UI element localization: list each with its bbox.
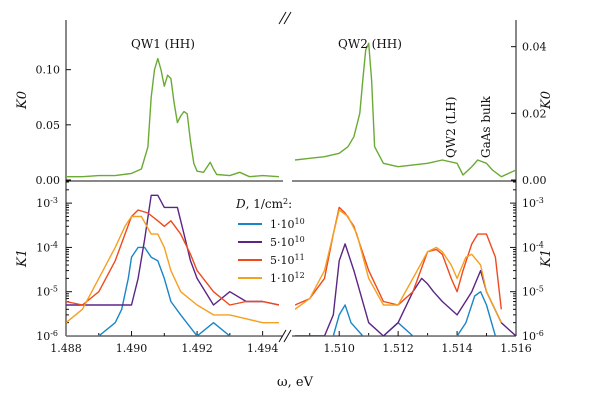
k0-right-tick-label-0: 0.00 <box>522 174 547 187</box>
x-tick-label-right-1: 1.512 <box>382 342 414 355</box>
k1-series-0-left <box>66 246 279 336</box>
break-mark-top-1 <box>278 11 287 25</box>
k1-right-tick-label-3: 10-3 <box>522 196 544 211</box>
k0-left-tick-label-2: 0.10 <box>36 64 61 77</box>
k0-curve-left <box>66 57 279 178</box>
tick-marks <box>65 46 517 337</box>
axes-frame <box>65 11 517 343</box>
break-mark-bottom-2 <box>283 329 292 343</box>
top-right-ylabel: K0 <box>539 91 554 110</box>
x-tick-label-right-2: 1.514 <box>441 342 473 355</box>
x-tick-label-left-1: 1.490 <box>116 342 148 355</box>
k1-right-tick-label-0: 10-6 <box>522 329 544 344</box>
k1-series-0-right <box>295 291 502 336</box>
bottom-right-ylabel: K1 <box>539 249 554 268</box>
x-axis-label: ω, eV <box>277 375 314 390</box>
annotation-qw2-lh: QW2 (LH) <box>444 97 458 158</box>
bottom-left-ylabel: K1 <box>15 249 30 268</box>
k0-left-tick-label-0: 0.00 <box>36 174 61 187</box>
tick-labels: 1.488 1.490 1.492 1.494 1.510 1.512 1.514 1.516… <box>36 41 547 355</box>
x-tick-label-right-3: 1.516 <box>500 342 532 355</box>
legend-items: 1·1010 5·1010 5·1011 1·1012 <box>238 217 305 286</box>
data-curves <box>66 42 516 336</box>
k1-series-3-right <box>295 209 502 324</box>
k0-curve-right <box>295 42 516 178</box>
k1-left-tick-label-0: 10-6 <box>36 329 58 344</box>
k0-right-tick-label-1: 0.02 <box>522 107 547 120</box>
k1-series-2-left <box>66 209 279 306</box>
k1-right-tick-label-1: 10-5 <box>522 284 544 299</box>
legend-title: D, 1/cm2: <box>235 197 292 212</box>
legend-label-2: 5·1011 <box>270 253 305 268</box>
k0-right-tick-label-2: 0.04 <box>522 41 547 54</box>
annotation-qw2-hh: QW2 (HH) <box>338 37 402 51</box>
k0-left-tick-label-1: 0.05 <box>36 119 61 132</box>
k1-left-tick-label-3: 10-3 <box>36 196 58 211</box>
k1-left-tick-label-2: 10-4 <box>36 240 58 255</box>
x-tick-label-left-3: 1.494 <box>247 342 279 355</box>
top-left-ylabel: K0 <box>15 91 30 110</box>
break-mark-bottom-1 <box>278 329 287 343</box>
x-tick-label-right-0: 1.510 <box>323 342 355 355</box>
legend-label-1: 5·1010 <box>270 235 305 250</box>
x-tick-label-left-0: 1.488 <box>50 342 82 355</box>
legend: D, 1/cm2: 1·1010 5·1010 5·1011 1·1012 <box>235 197 305 286</box>
annotation-qw1-hh: QW1 (HH) <box>131 37 195 51</box>
annotation-gaas-bulk: GaAs bulk <box>479 95 493 158</box>
legend-label-0: 1·1010 <box>270 217 305 232</box>
k1-series-3-left <box>66 215 279 324</box>
break-mark-top-2 <box>283 11 292 25</box>
x-tick-label-left-2: 1.492 <box>181 342 213 355</box>
k1-left-tick-label-1: 10-5 <box>36 284 58 299</box>
k1-series-1-left <box>66 194 279 306</box>
k1-right-tick-label-2: 10-4 <box>522 240 544 255</box>
legend-label-3: 1·1012 <box>270 271 305 286</box>
